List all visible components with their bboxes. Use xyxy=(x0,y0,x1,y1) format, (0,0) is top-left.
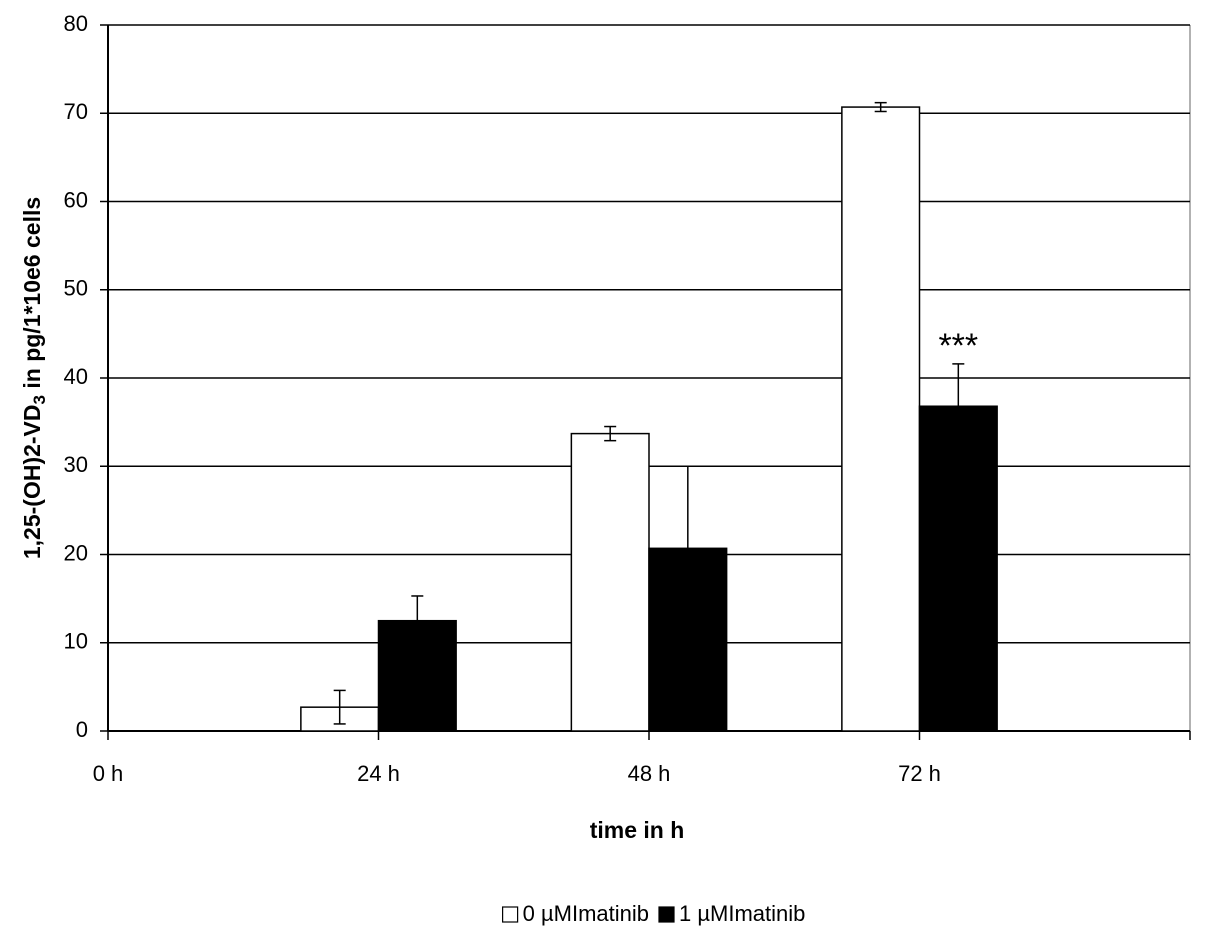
y-tick-label: 20 xyxy=(64,540,88,565)
legend-label: 0 µMImatinib xyxy=(523,901,649,926)
legend-label: 1 µMImatinib xyxy=(679,901,805,926)
error-bar xyxy=(411,595,424,647)
bar xyxy=(918,405,998,732)
error-bar xyxy=(874,101,887,113)
y-tick-label: 60 xyxy=(64,187,88,212)
y-axis-label-sub: 3 xyxy=(30,395,49,404)
y-axis-label-main: 1,25-(OH)2-VD xyxy=(19,404,45,559)
y-tick-label: 50 xyxy=(64,276,88,301)
y-tick-label: 10 xyxy=(64,629,88,654)
error-bar xyxy=(681,465,694,632)
y-axis-label: 1,25-(OH)2-VD3 in pg/1*10e6 cells xyxy=(19,197,49,559)
error-bar xyxy=(952,363,965,450)
y-tick-label: 30 xyxy=(64,452,88,477)
y-tick-label: 40 xyxy=(64,364,88,389)
y-tick-label: 0 xyxy=(76,717,88,742)
y-tick-label: 80 xyxy=(64,11,88,36)
bar xyxy=(841,106,921,732)
y-axis-label-rest: in pg/1*10e6 cells xyxy=(19,197,45,395)
legend-swatch xyxy=(502,906,519,923)
error-bar xyxy=(333,689,346,725)
bar xyxy=(570,432,650,732)
x-tick-label: 24 h xyxy=(357,761,400,786)
error-bar xyxy=(604,425,617,442)
x-tick-label: 48 h xyxy=(628,761,671,786)
x-axis-label: time in h xyxy=(590,817,685,843)
y-tick-label: 70 xyxy=(64,99,88,124)
legend-swatch xyxy=(658,906,675,923)
annotation: *** xyxy=(938,327,978,365)
x-tick-label: 72 h xyxy=(898,761,941,786)
x-tick-label: 0 h xyxy=(93,761,124,786)
